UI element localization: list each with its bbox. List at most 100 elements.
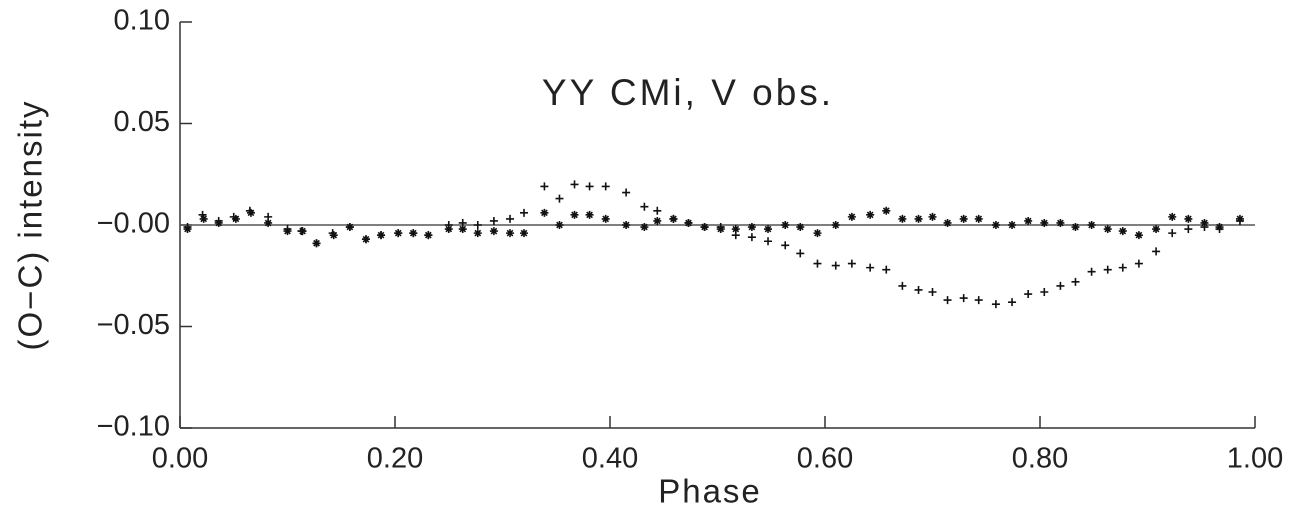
data-point [813,259,822,268]
data-point [943,218,952,227]
x-tick-label: 0.00 [152,443,208,475]
x-tick-label: 0.20 [367,443,423,475]
y-tick-label: 0.05 [114,106,170,138]
data-point [489,227,498,236]
data-point [585,210,594,219]
data-point [1168,229,1177,238]
data-point [409,229,418,238]
data-point [943,296,952,305]
data-point [847,259,856,268]
data-point [640,223,649,232]
data-point [312,239,321,248]
data-point [831,261,840,270]
data-point [1071,277,1080,286]
data-point [882,265,891,274]
data-point [882,206,891,215]
data-point [458,225,467,234]
data-point [831,221,840,229]
data-point [640,202,649,211]
data-point [540,182,549,191]
data-point [991,300,1000,309]
data-point [928,287,937,296]
data-point [796,249,805,258]
y-axis-label: (O−C) intensity [12,100,49,351]
y-tick-label: −0.05 [97,309,170,341]
data-point [653,216,662,225]
data-point [928,212,937,221]
data-point [764,237,773,246]
data-point [796,223,805,232]
data-point [246,208,255,217]
data-point [520,208,528,217]
x-tick-label: 0.80 [1012,443,1068,475]
data-point [1152,225,1161,234]
data-point [1056,218,1065,227]
data-point [1008,221,1017,229]
data-point [345,223,354,232]
y-tick-label: −0.00 [97,208,170,240]
data-point [283,227,292,236]
data-point [898,214,907,223]
data-point [974,296,983,305]
data-point [506,214,515,223]
data-point [1118,263,1127,272]
data-point [473,221,482,229]
data-point [1168,212,1177,221]
x-axis-label: Phase [658,473,762,510]
data-point [361,235,370,244]
data-point [473,229,482,238]
data-point [781,221,790,229]
data-point [1103,265,1112,274]
data-point [444,225,453,234]
data-point [974,214,983,223]
data-point [866,263,875,272]
data-point [813,229,822,238]
data-point [847,212,856,221]
data-point [622,188,631,197]
data-point [914,285,923,294]
data-point [601,214,610,223]
data-point [1056,281,1065,290]
data-point [1118,227,1127,236]
data-point [959,294,968,303]
x-tick-label: 0.60 [797,443,853,475]
data-point [1134,231,1143,240]
data-point [520,229,528,238]
data-point [570,210,579,219]
x-tick-label: 0.40 [582,443,638,475]
data-point [747,223,756,232]
data-point [1024,216,1033,225]
data-point [684,218,693,227]
y-tick-label: −0.10 [97,411,170,443]
data-point [394,229,403,238]
data-point [555,194,564,203]
data-point [1152,247,1161,256]
data-point [1087,267,1096,276]
data-point [1200,218,1209,227]
data-point [1215,223,1224,232]
data-point [199,214,208,223]
data-point [1087,221,1096,229]
data-point [1103,225,1112,234]
data-point [506,229,515,238]
chart-title: YY CMi, V obs. [542,72,834,113]
data-point [377,231,386,240]
data-point [653,206,662,215]
data-point [424,231,433,240]
data-point [214,218,223,227]
y-tick-label: 0.10 [114,5,170,37]
data-point [622,221,631,229]
data-point [298,227,307,236]
data-point [489,216,498,225]
data-point [183,225,192,234]
data-point [1024,290,1033,299]
data-point [764,225,773,234]
data-point [959,214,968,223]
data-point [570,180,579,189]
data-point [669,214,678,223]
data-point [1134,259,1143,268]
x-tick-label: 1.00 [1227,443,1283,475]
data-point [585,182,594,191]
data-point [231,214,240,223]
